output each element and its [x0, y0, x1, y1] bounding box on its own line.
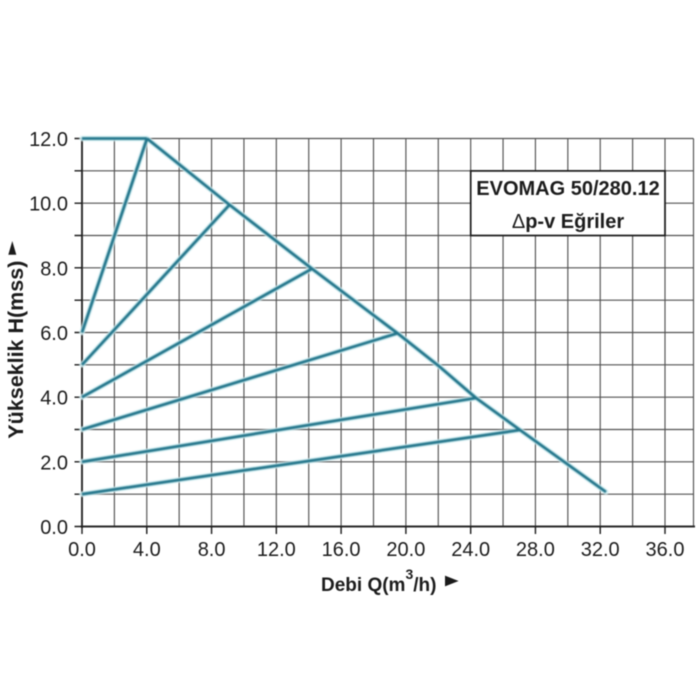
svg-text:10.0: 10.0 — [29, 194, 68, 216]
svg-text:4.0: 4.0 — [133, 539, 161, 561]
svg-text:12.0: 12.0 — [29, 129, 68, 151]
svg-text:4.0: 4.0 — [40, 388, 68, 410]
svg-text:6.0: 6.0 — [40, 323, 68, 345]
svg-text:32.0: 32.0 — [581, 539, 620, 561]
svg-text:2.0: 2.0 — [40, 452, 68, 474]
svg-text:8.0: 8.0 — [40, 258, 68, 280]
svg-text:12.0: 12.0 — [257, 539, 296, 561]
svg-text:28.0: 28.0 — [516, 539, 555, 561]
svg-text:Δp-v Eğriler: Δp-v Eğriler — [512, 211, 624, 233]
svg-text:0.0: 0.0 — [68, 539, 96, 561]
svg-text:16.0: 16.0 — [322, 539, 361, 561]
svg-text:Yükseklik H(mss): Yükseklik H(mss) — [4, 261, 28, 439]
svg-text:EVOMAG 50/280.12: EVOMAG 50/280.12 — [476, 178, 659, 200]
svg-text:36.0: 36.0 — [646, 539, 685, 561]
svg-text:20.0: 20.0 — [386, 539, 425, 561]
svg-text:24.0: 24.0 — [451, 539, 490, 561]
svg-text:0.0: 0.0 — [40, 517, 68, 539]
svg-text:8.0: 8.0 — [198, 539, 226, 561]
